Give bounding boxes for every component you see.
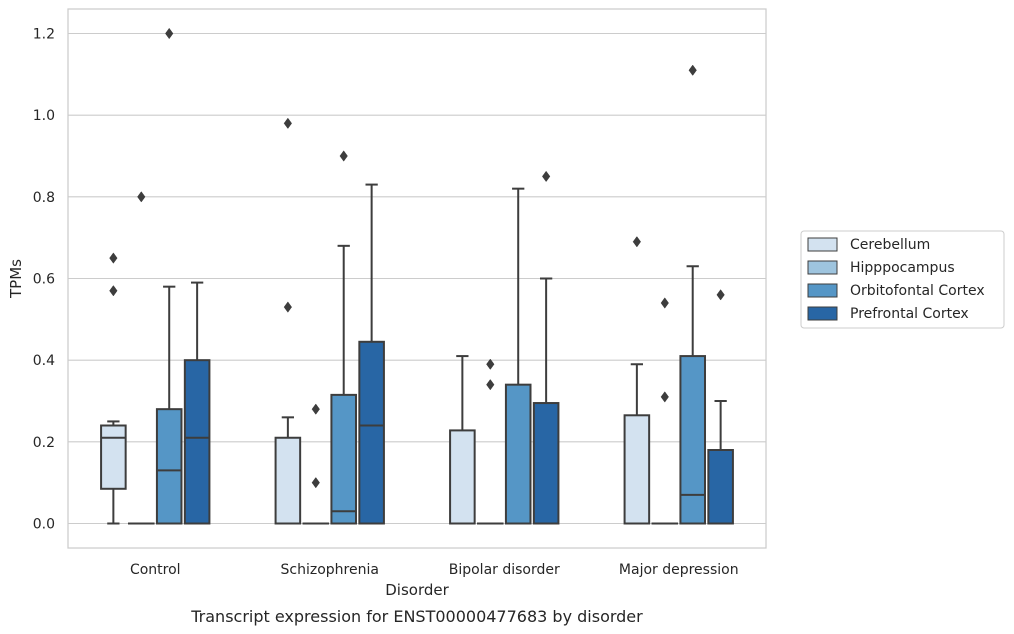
legend-item: Orbitofontal Cortex: [807, 283, 985, 299]
legend-label: Orbitofontal Cortex: [850, 283, 985, 299]
outlier-point: [660, 391, 669, 403]
y-tick-label: 1.2: [33, 27, 55, 43]
y-tick-label: 0.0: [33, 517, 55, 533]
legend-item: Prefrontal Cortex: [807, 306, 969, 322]
outlier-point: [137, 191, 146, 203]
x-tick-label: Bipolar disorder: [449, 562, 560, 578]
box-iqr: [330, 393, 357, 525]
box-iqr: [623, 414, 651, 525]
box-hipppocampus: [651, 297, 679, 525]
outlier-point: [109, 285, 118, 297]
legend-swatch: [807, 306, 838, 321]
legend-label: Cerebellum: [850, 237, 930, 253]
outlier-point: [716, 289, 725, 301]
box-hipppocampus: [302, 403, 330, 525]
legend-item: Cerebellum: [807, 237, 930, 253]
legend-label: Prefrontal Cortex: [850, 306, 969, 322]
legend-frame: [800, 230, 1005, 329]
box-iqr: [358, 340, 385, 525]
box-iqr: [183, 359, 211, 525]
legend-swatch: [807, 283, 838, 298]
x-axis-title: Disorder: [385, 581, 449, 599]
box-cerebellum: [623, 236, 651, 525]
box-cerebellum: [449, 355, 476, 525]
legend-swatch: [807, 260, 838, 275]
box-hipppocampus: [477, 358, 504, 525]
box-iqr: [274, 436, 302, 525]
box-layer: [100, 27, 734, 525]
box-cerebellum: [274, 117, 302, 525]
box-orbitofontal-cortex: [330, 150, 357, 525]
box-iqr: [155, 408, 183, 525]
box-iqr: [532, 402, 560, 525]
chart-caption: Transcript expression for ENST0000047768…: [190, 607, 643, 626]
x-tick-labels: Control Schizophrenia Bipolar disorder Majo…: [130, 562, 739, 578]
box-prefrontal-cortex: [183, 281, 211, 525]
outlier-point: [165, 27, 174, 40]
y-tick-label: 0.4: [33, 353, 55, 369]
box-iqr: [100, 424, 127, 490]
outlier-point: [660, 297, 669, 309]
outlier-point: [542, 170, 551, 183]
box-iqr: [707, 449, 734, 525]
box-orbitofontal-cortex: [504, 187, 532, 525]
outlier-point: [486, 358, 495, 370]
outlier-point: [283, 117, 292, 129]
box-cerebellum: [100, 252, 127, 525]
y-tick-label: 1.0: [33, 108, 55, 124]
box-prefrontal-cortex: [707, 289, 734, 525]
box-iqr: [679, 355, 706, 525]
box-iqr: [504, 383, 532, 525]
outlier-point: [688, 64, 697, 76]
legend: Cerebellum Hipppocampus Orbitofontal Corte…: [800, 230, 1005, 329]
x-tick-label: Major depression: [619, 562, 739, 578]
x-tick-label: Schizophrenia: [281, 562, 379, 578]
outlier-point: [311, 403, 320, 415]
y-axis-title: TPMs: [7, 259, 25, 299]
outlier-point: [109, 252, 118, 264]
box-iqr: [449, 429, 476, 525]
box-orbitofontal-cortex: [679, 64, 706, 525]
legend-label: Hipppocampus: [850, 260, 955, 276]
y-tick-label: 0.2: [33, 435, 55, 451]
box-prefrontal-cortex: [358, 183, 385, 525]
y-tick-label: 0.6: [33, 272, 55, 288]
outlier-point: [283, 301, 292, 313]
y-tick-labels: 0.0 0.2 0.4 0.6 0.8 1.0 1.2: [33, 27, 55, 533]
legend-item: Hipppocampus: [807, 260, 955, 276]
outlier-point: [311, 477, 320, 489]
outlier-point: [632, 236, 641, 248]
legend-items: Cerebellum Hipppocampus Orbitofontal Corte…: [807, 237, 985, 322]
outlier-point: [486, 379, 495, 391]
plot-frame: [67, 8, 767, 549]
box-orbitofontal-cortex: [155, 27, 183, 525]
x-tick-label: Control: [130, 562, 181, 578]
box-hipppocampus: [128, 191, 155, 525]
legend-swatch: [807, 237, 838, 252]
box-prefrontal-cortex: [532, 170, 560, 525]
outlier-point: [339, 150, 348, 162]
y-tick-label: 0.8: [33, 190, 55, 206]
